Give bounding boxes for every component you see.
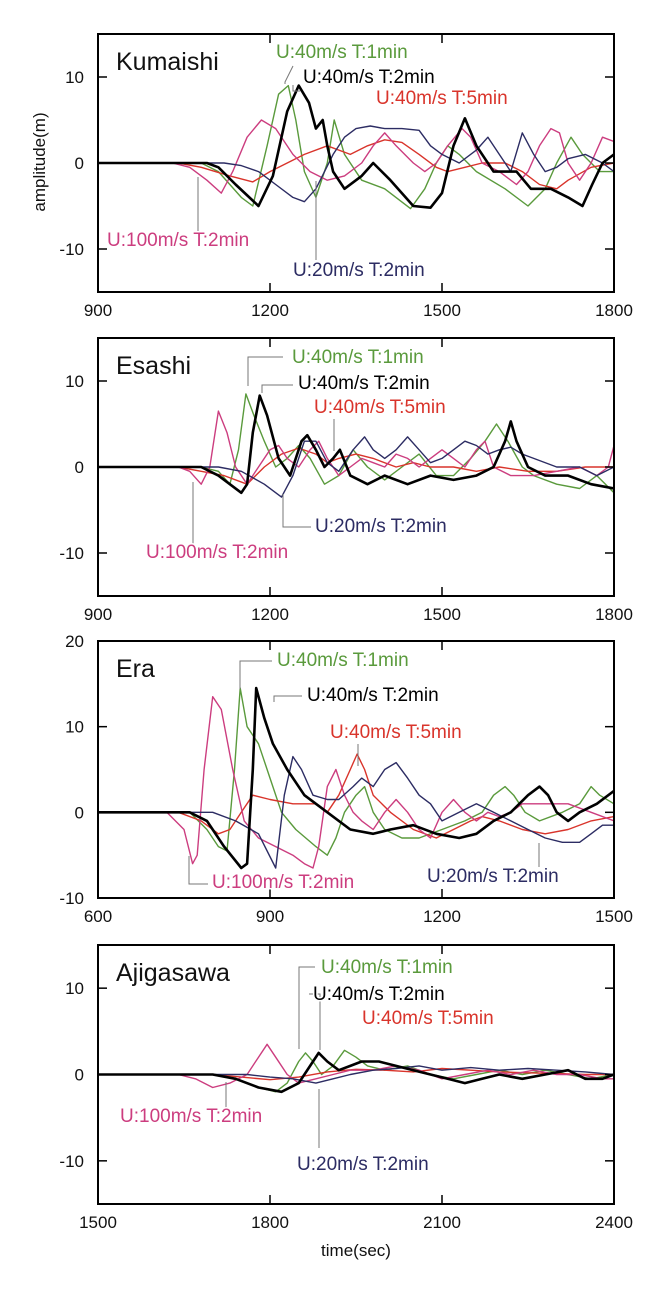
series-line-u40-t5 [98, 139, 614, 190]
x-tick-label: 1200 [251, 301, 289, 320]
leader-line [292, 85, 300, 92]
x-tick-label: 900 [84, 605, 112, 624]
u40-t5-label: U:40m/s T:5min [330, 722, 462, 743]
u100-t2-label: U:100m/s T:2min [107, 230, 249, 251]
leader-line [239, 660, 272, 689]
leader-line [282, 494, 311, 528]
station-title: Kumaishi [116, 48, 219, 76]
leader-line [261, 384, 293, 393]
x-tick-label: 1800 [595, 605, 633, 624]
y-tick-label: 10 [65, 979, 84, 998]
u40-t2-label: U:40m/s T:2min [307, 685, 439, 706]
u40-t2-label: U:40m/s T:2min [303, 67, 435, 88]
x-tick-label: 1500 [423, 605, 461, 624]
station-title: Era [116, 655, 155, 683]
y-tick-label: 0 [75, 154, 84, 173]
u40-t1-label: U:40m/s T:1min [276, 42, 408, 63]
leader-line [188, 856, 208, 885]
x-axis-title: time(sec) [321, 1241, 391, 1260]
panel-esashi: 10 0 -10 900 1200 1500 1800 Esashi U:40m/s T:1mi… [59, 337, 633, 624]
series-line-u100-t2 [98, 410, 614, 485]
y-tick-label: -10 [59, 240, 84, 259]
leader-line [247, 356, 283, 386]
series-line-u40-t1 [98, 84, 614, 210]
series-line-u20-t2 [98, 125, 614, 203]
x-tick-label: 600 [84, 907, 112, 926]
y-tick-label: -10 [59, 544, 84, 563]
x-tick-label: 900 [256, 907, 284, 926]
series-line-u100-t2 [98, 1043, 614, 1089]
y-tick-label: -10 [59, 889, 84, 908]
u40-t1-label: U:40m/s T:1min [292, 347, 424, 368]
x-tick-label: 2400 [595, 1213, 633, 1232]
x-tick-label: 900 [84, 301, 112, 320]
u40-t2-label: U:40m/s T:2min [313, 984, 445, 1005]
x-tick-label: 1500 [423, 301, 461, 320]
u40-t5-label: U:40m/s T:5min [376, 88, 508, 109]
u40-t2-label: U:40m/s T:2min [298, 373, 430, 394]
u40-t5-label: U:40m/s T:5min [362, 1008, 494, 1029]
station-title: Esashi [116, 352, 191, 380]
u40-t5-label: U:40m/s T:5min [314, 397, 446, 418]
series-line-u40-t1 [98, 687, 614, 856]
series-line-u20-t2 [98, 755, 614, 869]
u20-t2-label: U:20m/s T:2min [293, 260, 425, 281]
y-tick-label: 0 [75, 458, 84, 477]
y-tick-label: 0 [75, 803, 84, 822]
series-line-u40-t2 [98, 686, 614, 870]
x-tick-label: 2100 [423, 1213, 461, 1232]
y-tick-label: 0 [75, 1066, 84, 1085]
x-tick-label: 1800 [251, 1213, 289, 1232]
series-line-u40-t5 [98, 447, 614, 485]
series-line-u40-t2 [98, 84, 614, 209]
plot-frame [97, 640, 615, 899]
series-line-u100-t2 [98, 119, 614, 194]
series-line-u40-t2 [98, 1051, 614, 1094]
series-line-u40-t1 [98, 393, 614, 494]
leader-line [273, 695, 302, 702]
u20-t2-label: U:20m/s T:2min [297, 1154, 429, 1175]
y-tick-label: 10 [65, 718, 84, 737]
series-line-u40-t2 [98, 394, 614, 495]
y-axis-title: amplitude(m) [30, 112, 49, 211]
u100-t2-label: U:100m/s T:2min [120, 1106, 262, 1127]
series-line-u20-t2 [98, 1065, 614, 1084]
y-tick-label: 10 [65, 68, 84, 87]
u40-t1-label: U:40m/s T:1min [321, 957, 453, 978]
x-tick-label: 1200 [251, 605, 289, 624]
x-tick-label: 1800 [595, 301, 633, 320]
u20-t2-label: U:20m/s T:2min [315, 516, 447, 537]
u40-t1-label: U:40m/s T:1min [277, 650, 409, 671]
x-tick-label: 1500 [79, 1213, 117, 1232]
x-tick-label: 1200 [423, 907, 461, 926]
u100-t2-label: U:100m/s T:2min [212, 872, 354, 893]
y-tick-label: 20 [65, 632, 84, 651]
y-tick-label: 10 [65, 372, 84, 391]
leader-line [298, 966, 315, 1049]
leader-line [284, 65, 294, 84]
y-tick-label: -10 [59, 1152, 84, 1171]
u20-t2-label: U:20m/s T:2min [427, 866, 559, 887]
panel-kumaishi: 10 0 -10 900 1200 1500 1800 Kumaishi U:40m/s T:1… [59, 33, 633, 320]
station-title: Ajigasawa [116, 959, 230, 987]
u100-t2-label: U:100m/s T:2min [146, 542, 288, 563]
panel-ajigasawa: 10 0 -10 1500 1800 2100 2400 Ajigasawa U:40m/s T… [59, 944, 633, 1232]
x-tick-label: 1500 [595, 907, 633, 926]
series-line-u100-t2 [98, 696, 614, 869]
leader-line [309, 993, 321, 1050]
series-line-u40-t5 [98, 1067, 614, 1081]
